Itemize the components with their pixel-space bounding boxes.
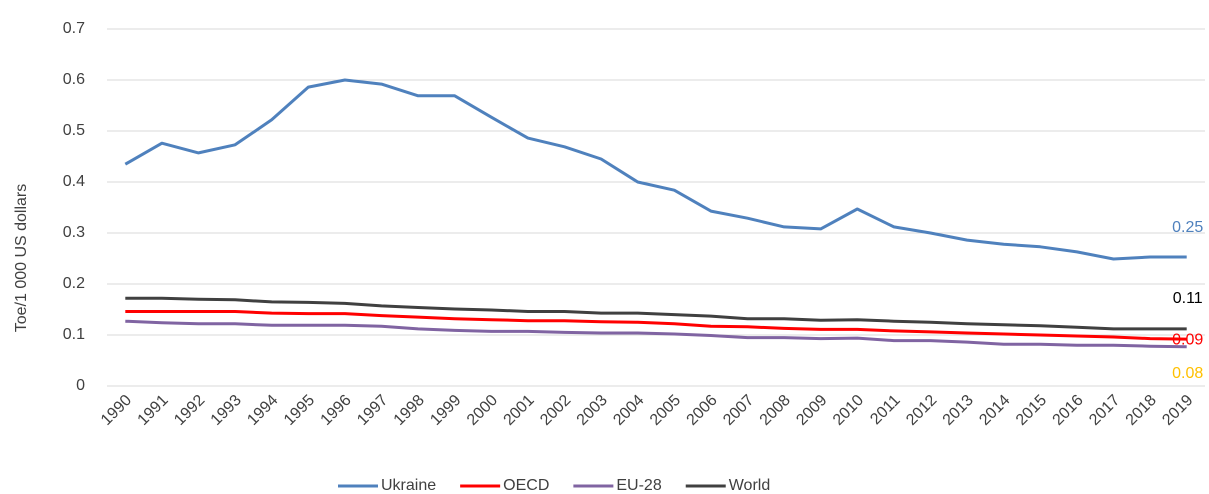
x-tick-label: 1999 <box>427 392 464 429</box>
series-line <box>124 78 1187 261</box>
y-tick-label: 0.7 <box>63 20 85 37</box>
x-tick-label: 2019 <box>1159 392 1196 429</box>
data-label: 0.25 <box>1172 219 1203 236</box>
legend-label: World <box>729 477 771 494</box>
x-tick-label: 2007 <box>720 392 757 429</box>
x-tick-label: 1994 <box>244 392 281 429</box>
data-label: 0.11 <box>1173 290 1203 307</box>
x-tick-label: 2010 <box>830 392 867 429</box>
x-tick-label: 1991 <box>135 392 172 429</box>
series-line <box>125 296 1187 331</box>
x-tick-label: 2014 <box>976 392 1013 429</box>
legend-label: EU-28 <box>616 477 661 494</box>
y-tick-label: 0.4 <box>63 173 85 190</box>
series-line <box>125 319 1187 349</box>
data-label: 0.09 <box>1172 331 1203 348</box>
data-label: 0.08 <box>1172 365 1203 382</box>
x-tick-label: 2011 <box>867 392 903 428</box>
x-tick-label: 1992 <box>171 392 208 429</box>
x-tick-label: 2017 <box>1086 392 1123 429</box>
x-tick-label: 1993 <box>208 392 245 429</box>
x-tick-label: 2002 <box>537 392 574 429</box>
x-tick-label: 2000 <box>464 392 501 429</box>
x-tick-label: 2005 <box>647 392 684 429</box>
y-tick-label: 0.2 <box>63 275 85 292</box>
x-tick-label: 2004 <box>610 392 647 429</box>
x-tick-label: 2009 <box>793 392 830 429</box>
series-line <box>125 310 1187 341</box>
y-axis-label: Toe/1 000 US dollars <box>13 184 30 333</box>
y-tick-label: 0.1 <box>63 326 85 343</box>
y-tick-label: 0.6 <box>63 71 85 88</box>
y-tick-label: 0 <box>76 377 85 394</box>
x-tick-label: 1995 <box>281 392 318 429</box>
legend-label: Ukraine <box>381 477 436 494</box>
x-tick-label: 2001 <box>501 392 538 429</box>
x-tick-label: 2015 <box>1013 392 1050 429</box>
x-tick-label: 2013 <box>940 392 977 429</box>
x-tick-label: 1997 <box>354 392 391 429</box>
y-tick-label: 0.3 <box>63 224 85 241</box>
legend-label: OECD <box>503 477 549 494</box>
x-tick-label: 2018 <box>1123 392 1160 429</box>
x-tick-label: 1990 <box>98 392 135 429</box>
x-tick-label: 2006 <box>684 392 721 429</box>
y-tick-label: 0.5 <box>63 122 85 139</box>
x-tick-label: 2008 <box>757 392 794 429</box>
x-tick-label: 1996 <box>318 392 355 429</box>
x-tick-label: 2003 <box>574 392 611 429</box>
x-tick-label: 2016 <box>1050 392 1087 429</box>
x-tick-label: 2012 <box>903 392 940 429</box>
x-tick-label: 1998 <box>391 392 428 429</box>
